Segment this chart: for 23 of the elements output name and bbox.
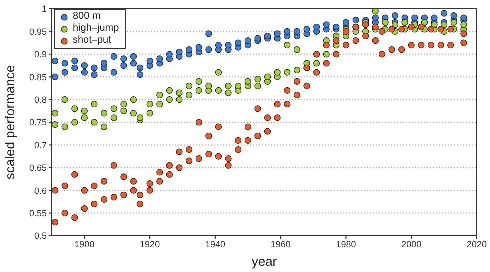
y-tick-label: 0.5 bbox=[34, 231, 47, 242]
x-tick-label: 1980 bbox=[336, 239, 356, 250]
y-tick-label: 0.9 bbox=[34, 50, 47, 60]
x-tick-label: 2020 bbox=[466, 239, 488, 250]
y-tick-label: 0.7 bbox=[34, 140, 47, 150]
y-tick-label: 0.65 bbox=[29, 163, 47, 174]
y-axis-title: scaled performance bbox=[2, 65, 18, 180]
legend-label: high–jump bbox=[73, 23, 120, 35]
y-tick-label: 0.95 bbox=[29, 26, 47, 37]
legend-label: shot–put bbox=[73, 35, 112, 47]
y-tick-label: 0.55 bbox=[29, 208, 47, 218]
y-tick-label: 0.85 bbox=[29, 72, 47, 82]
y-tick-label: 0.6 bbox=[34, 186, 47, 196]
y-tick-label: 0.75 bbox=[29, 118, 47, 128]
x-tick-label: 1960 bbox=[270, 239, 291, 250]
y-tick-label: 1 bbox=[42, 4, 47, 14]
x-tick-label: 2000 bbox=[402, 239, 422, 250]
x-tick-label: 1940 bbox=[205, 239, 226, 250]
legend-label: 800 m bbox=[73, 11, 101, 23]
x-tick-label: 1920 bbox=[140, 239, 160, 250]
x-axis-title: year bbox=[252, 254, 278, 269]
y-tick-label: 0.8 bbox=[34, 94, 47, 105]
x-tick-label: 1900 bbox=[74, 239, 95, 250]
